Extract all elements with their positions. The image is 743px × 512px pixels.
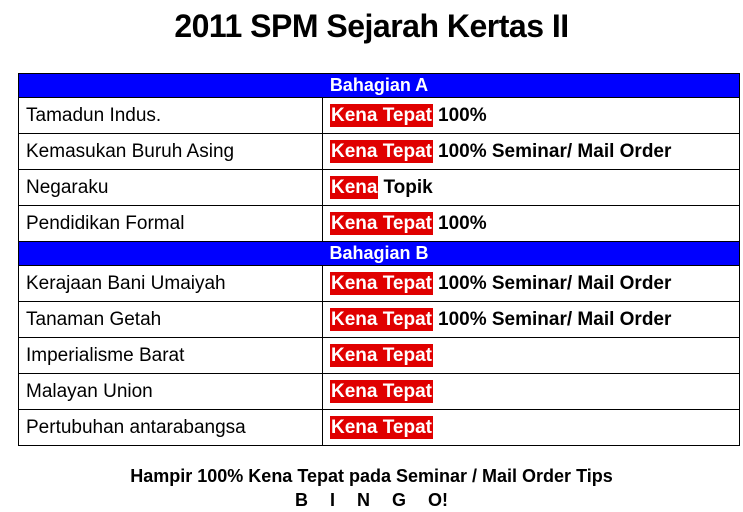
status-cell: Kena Tepat — [322, 337, 740, 374]
highlight-badge: Kena — [330, 175, 379, 199]
topic-cell: Kerajaan Bani Umaiyah — [18, 265, 323, 302]
note-text: 100% Seminar/ Mail Order — [438, 308, 672, 330]
status-cell: Kena Tepat 100% Seminar/ Mail Order — [322, 133, 740, 170]
status-cell: Kena Tepat — [322, 373, 740, 410]
table-row: Tamadun Indus. Kena Tepat 100% — [18, 97, 740, 134]
highlight-badge: Kena Tepat — [330, 103, 434, 127]
section-header-row: Bahagian A — [18, 73, 740, 98]
status-cell: Kena Tepat 100% — [322, 97, 740, 134]
page-title: 2011 SPM Sejarah Kertas II — [174, 8, 569, 44]
table-row: Kerajaan Bani Umaiyah Kena Tepat 100% Semi… — [18, 265, 740, 302]
table-row: Kemasukan Buruh Asing Kena Tepat 100% Semi… — [18, 133, 740, 170]
table-row: Pertubuhan antarabangsa Kena Tepat — [18, 409, 740, 446]
topics-table: Bahagian A Tamadun Indus. Kena Tepat 100% Ke… — [18, 73, 740, 446]
note-text: 100% — [438, 104, 487, 126]
note-text: 100% — [438, 212, 487, 234]
footer-line-1: Hampir 100% Kena Tepat pada Seminar / Ma… — [130, 466, 613, 486]
topic-cell: Negaraku — [18, 169, 323, 206]
note-text: 100% Seminar/ Mail Order — [438, 272, 672, 294]
topic-cell: Malayan Union — [18, 373, 323, 410]
highlight-badge: Kena Tepat — [330, 379, 434, 403]
status-cell: Kena Tepat 100% Seminar/ Mail Order — [322, 265, 740, 302]
highlight-badge: Kena Tepat — [330, 211, 434, 235]
section-heading: Bahagian B — [18, 241, 740, 266]
topic-cell: Tamadun Indus. — [18, 97, 323, 134]
footer-bingo: B I N G O! — [294, 490, 448, 510]
topic-cell: Pertubuhan antarabangsa — [18, 409, 323, 446]
table-row: Imperialisme Barat Kena Tepat — [18, 337, 740, 374]
section-header-row: Bahagian B — [18, 241, 740, 266]
highlight-badge: Kena Tepat — [330, 139, 434, 163]
topic-cell: Tanaman Getah — [18, 301, 323, 338]
table-row: Negaraku Kena Topik — [18, 169, 740, 206]
highlight-badge: Kena Tepat — [330, 415, 434, 439]
note-text: 100% Seminar/ Mail Order — [438, 140, 672, 162]
status-cell: Kena Tepat — [322, 409, 740, 446]
table-row: Tanaman Getah Kena Tepat 100% Seminar/ Mai… — [18, 301, 740, 338]
status-cell: Kena Topik — [322, 169, 740, 206]
highlight-badge: Kena Tepat — [330, 271, 434, 295]
highlight-badge: Kena Tepat — [330, 343, 434, 367]
status-cell: Kena Tepat 100% Seminar/ Mail Order — [322, 301, 740, 338]
topic-cell: Pendidikan Formal — [18, 205, 323, 242]
topic-cell: Imperialisme Barat — [18, 337, 323, 374]
highlight-badge: Kena Tepat — [330, 307, 434, 331]
note-text: Topik — [383, 176, 433, 198]
section-heading: Bahagian A — [18, 73, 740, 98]
topic-cell: Kemasukan Buruh Asing — [18, 133, 323, 170]
table-row: Malayan Union Kena Tepat — [18, 373, 740, 410]
status-cell: Kena Tepat 100% — [322, 205, 740, 242]
table-row: Pendidikan Formal Kena Tepat 100% — [18, 205, 740, 242]
